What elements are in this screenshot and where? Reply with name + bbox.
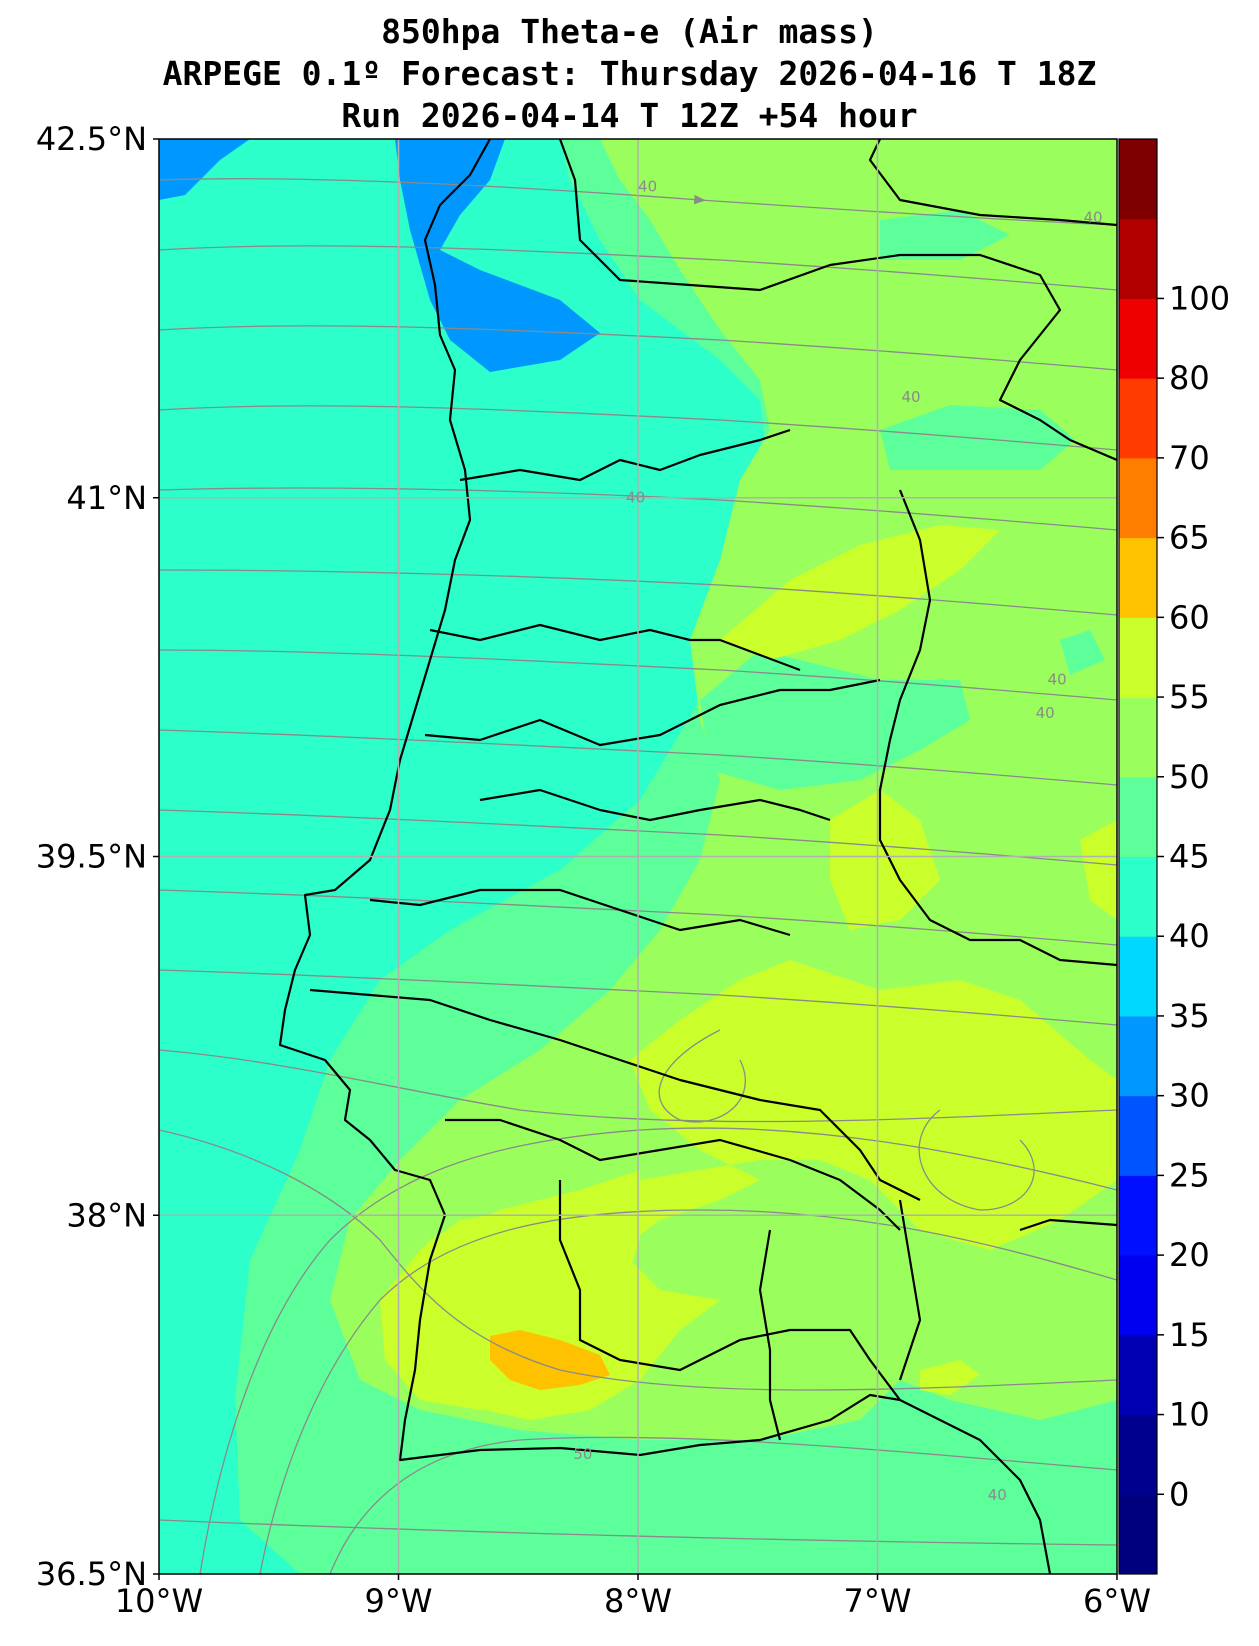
colorbar-segment (1119, 856, 1157, 937)
chart-title-line-2: ARPEGE 0.1º Forecast: Thursday 2026-04-1… (162, 54, 1097, 93)
colorbar-tick-label: 20 (1169, 1236, 1210, 1274)
y-tick-label: 38°N (66, 1196, 147, 1234)
colorbar-segment (1119, 936, 1157, 1017)
contour-label: 40 (638, 178, 657, 196)
y-tick-label: 36.5°N (36, 1555, 147, 1593)
colorbar-tick-label: 25 (1169, 1156, 1210, 1194)
colorbar-segment (1119, 1494, 1157, 1575)
colorbar-segment (1119, 457, 1157, 539)
colorbar-segment (1119, 1334, 1157, 1416)
coast-and-borders (278, 139, 1117, 1574)
colorbar-segment (1119, 537, 1157, 618)
x-tick-label: 8°W (604, 1582, 672, 1620)
colorbar-tick-label: 100 (1169, 279, 1230, 317)
colorbar-segment (1119, 1015, 1157, 1097)
x-tick-label: 9°W (365, 1582, 433, 1620)
colorbar-tick-label: 0 (1169, 1475, 1189, 1513)
contour-labels: 40 40 40 40 40 40 50 40 (573, 178, 1102, 1504)
colorbar-tick-label: 35 (1169, 997, 1210, 1035)
theta-e-pocket-35-40-b (880, 405, 1075, 470)
colorbar-segment (1119, 139, 1157, 220)
colorbar-segment (1119, 298, 1157, 379)
colorbar-segment (1119, 218, 1157, 299)
x-axis-ticks: 10°W 9°W 8°W 7°W 6°W (115, 1574, 1151, 1620)
y-tick-label: 42.5°N (36, 120, 147, 158)
theta-e-field-45-50-e (920, 1360, 980, 1395)
contour-label: 40 (1048, 670, 1067, 688)
colorbar-tick-label: 55 (1169, 678, 1210, 716)
contour-label: 40 (1036, 704, 1055, 722)
contour-label: 40 (1084, 209, 1103, 227)
y-tick-label: 39.5°N (36, 838, 147, 876)
contour-label: 50 (573, 1445, 592, 1463)
colorbar: 0 10 15 20 25 30 35 40 45 50 55 60 65 70 80 100 (1118, 138, 1230, 1575)
theta-e-field-50-55 (490, 1330, 610, 1390)
theta-e-pocket-35-40-a (880, 210, 1010, 260)
colorbar-tick-label: 45 (1169, 838, 1210, 876)
theta-e-pocket-35-40-c (700, 650, 970, 790)
colorbar-segment (1119, 697, 1157, 778)
colorbar-segment (1119, 1255, 1157, 1336)
x-tick-label: 10°W (115, 1582, 203, 1620)
x-tick-label: 7°W (844, 1582, 912, 1620)
colorbar-tick-label: 65 (1169, 519, 1210, 557)
colorbar-tick-label: 80 (1169, 359, 1210, 397)
colorbar-tick-label: 60 (1169, 598, 1210, 636)
theta-e-field-45-50-c (1080, 820, 1117, 920)
colorbar-tick-label: 40 (1169, 917, 1210, 955)
colorbar-tick-label: 70 (1169, 439, 1210, 477)
theta-e-field-45-50-a (720, 525, 1000, 660)
wind-streamlines (159, 178, 1117, 1574)
chart-title-line-3: Run 2026-04-14 T 12Z +54 hour (341, 96, 918, 135)
y-axis-ticks: 42.5°N 41°N 39.5°N 38°N 36.5°N (36, 120, 159, 1593)
colorbar-segment (1119, 378, 1157, 459)
contour-label: 40 (988, 1486, 1007, 1504)
colorbar-segment (1119, 1095, 1157, 1176)
y-tick-label: 41°N (66, 479, 147, 517)
theta-e-field-25-30-nw (159, 139, 250, 200)
graticule (159, 139, 1117, 1574)
colorbar-segment (1119, 1175, 1157, 1256)
colorbar-tick-label: 15 (1169, 1316, 1210, 1354)
colorbar-tick-label: 10 (1169, 1396, 1210, 1434)
colorbar-segment (1119, 776, 1157, 857)
chart-title-line-1: 850hpa Theta-e (Air mass) (381, 12, 878, 51)
contour-label: 40 (901, 388, 920, 406)
colorbar-tick-label: 50 (1169, 758, 1210, 796)
colorbar-segment (1119, 1414, 1157, 1495)
x-tick-label: 6°W (1083, 1582, 1151, 1620)
contour-label: 40 (626, 489, 645, 507)
map-area: 40 40 40 40 40 40 50 40 (159, 139, 1117, 1574)
colorbar-segment (1119, 617, 1157, 698)
theta-e-pocket-35-40-d (1060, 630, 1105, 675)
colorbar-tick-label: 30 (1169, 1077, 1210, 1115)
